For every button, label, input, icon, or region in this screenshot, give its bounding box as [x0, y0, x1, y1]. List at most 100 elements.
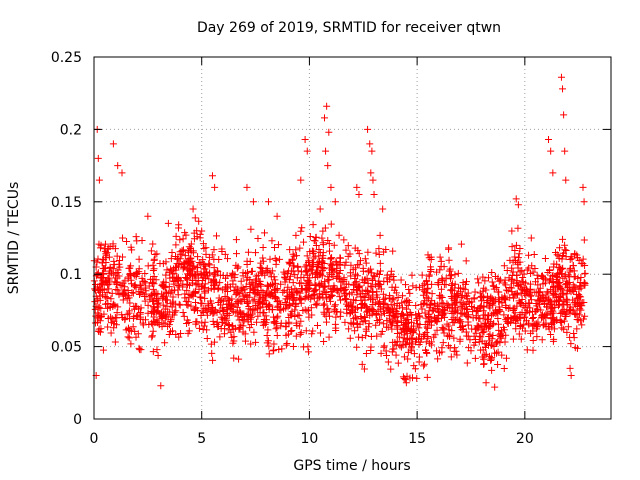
data-point: [274, 312, 282, 320]
data-point: [577, 284, 585, 292]
data-point: [256, 263, 264, 271]
data-point: [345, 290, 353, 298]
data-point: [210, 264, 218, 272]
data-point: [554, 280, 562, 288]
data-point: [405, 285, 413, 293]
data-point: [128, 289, 136, 297]
data-point: [181, 290, 189, 298]
data-point: [355, 250, 363, 258]
data-point: [172, 300, 180, 308]
data-point: [144, 212, 152, 220]
data-point: [513, 291, 521, 299]
data-point: [495, 277, 503, 285]
data-point: [447, 353, 455, 361]
data-point: [95, 176, 103, 184]
data-point: [535, 292, 543, 300]
data-point: [101, 264, 109, 272]
data-point: [165, 321, 173, 329]
data-point: [180, 312, 188, 320]
data-point: [327, 255, 335, 263]
data-point: [508, 243, 516, 251]
data-point: [492, 349, 500, 357]
data-point: [132, 333, 140, 341]
data-point: [192, 320, 200, 328]
data-point: [415, 324, 423, 332]
data-point: [333, 308, 341, 316]
data-point: [239, 269, 247, 277]
data-point: [519, 273, 527, 281]
data-point: [101, 240, 109, 248]
data-point: [450, 347, 458, 355]
data-point: [561, 241, 569, 249]
data-point: [440, 280, 448, 288]
data-point: [125, 264, 133, 272]
data-point: [437, 262, 445, 270]
data-point: [347, 319, 355, 327]
data-point: [281, 278, 289, 286]
y-tick-label: 0.05: [51, 340, 82, 356]
data-point: [513, 271, 521, 279]
data-point: [222, 283, 229, 291]
data-point: [462, 257, 470, 265]
data-point: [501, 292, 509, 300]
data-point: [225, 326, 233, 334]
data-point: [373, 293, 381, 301]
data-point: [578, 321, 586, 329]
data-point: [367, 282, 375, 290]
data-point: [415, 340, 423, 348]
data-point: [512, 195, 520, 203]
data-point: [400, 331, 408, 339]
data-point: [195, 259, 203, 267]
data-point: [107, 295, 115, 303]
data-points: [90, 73, 589, 391]
data-point: [275, 297, 283, 305]
data-point: [331, 320, 339, 328]
data-point: [494, 348, 502, 356]
data-point: [566, 286, 574, 294]
data-point: [270, 273, 278, 281]
data-point: [193, 227, 201, 235]
data-point: [358, 334, 366, 342]
data-point: [376, 259, 384, 267]
data-point: [489, 331, 497, 339]
data-point: [458, 326, 466, 334]
data-point: [409, 282, 417, 290]
data-point: [95, 286, 103, 294]
y-tick-label: 0.1: [60, 267, 82, 283]
data-point: [390, 286, 398, 294]
data-point: [529, 337, 537, 345]
x-tick-label: 15: [408, 431, 426, 447]
data-point: [161, 339, 169, 347]
data-point: [336, 254, 344, 262]
data-point: [463, 305, 471, 313]
data-point: [111, 338, 119, 346]
data-point: [155, 299, 163, 307]
data-point: [490, 309, 498, 317]
data-point: [502, 286, 510, 294]
data-point: [346, 334, 354, 342]
data-point: [506, 284, 514, 292]
data-point: [360, 365, 368, 373]
data-point: [524, 319, 532, 327]
data-point: [463, 306, 471, 314]
data-point: [193, 263, 201, 271]
data-point: [198, 307, 206, 315]
data-point: [438, 314, 446, 322]
data-point: [359, 264, 367, 272]
data-point: [150, 306, 158, 314]
data-point: [538, 336, 546, 344]
data-point: [210, 320, 218, 328]
data-point: [529, 268, 537, 276]
data-point: [259, 243, 267, 251]
data-point: [112, 286, 120, 293]
data-point: [213, 309, 221, 317]
data-point: [281, 298, 289, 306]
data-point: [289, 343, 297, 351]
data-point: [516, 244, 524, 252]
data-point: [109, 265, 117, 273]
data-point: [236, 307, 244, 315]
data-point: [320, 260, 328, 268]
data-point: [284, 283, 292, 291]
data-point: [528, 314, 536, 322]
data-point: [392, 351, 400, 359]
